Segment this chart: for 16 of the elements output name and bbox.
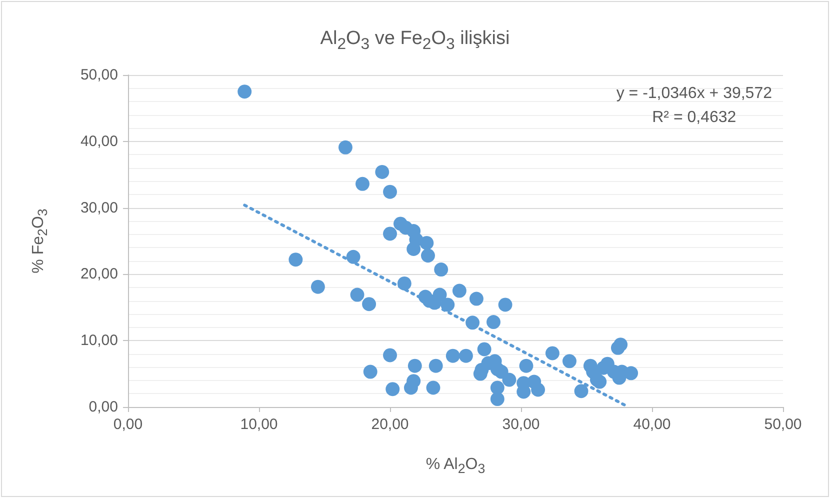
x-tick-label: 50,00: [764, 416, 802, 433]
x-tick-label: 10,00: [240, 416, 278, 433]
y-tick-label: 50,00: [80, 66, 118, 84]
annotation: R² = 0,4632: [652, 109, 736, 126]
y-tick-label: 30,00: [80, 199, 118, 216]
x-tick-label: 0,00: [113, 416, 143, 433]
chart-title: Al$_{2}$O$_{3}$ ve Fe$_{2}$O$_{3}$ ilişkisi: [320, 28, 510, 53]
y-tick-label: 10,00: [80, 332, 118, 350]
x-tick-label: 40,00: [633, 416, 671, 433]
x-tick-label: 30,00: [502, 416, 540, 433]
x-axis-title: % Al$_{2}$O$_{3}$: [424, 456, 486, 476]
annotation: y = -1,0346x + 39,572: [616, 85, 772, 102]
y-tick-label: 0,00: [88, 398, 118, 416]
y-tick-label: 20,00: [80, 266, 118, 283]
x-tick-label: 20,00: [371, 416, 409, 433]
y-tick-label: 40,00: [80, 132, 118, 150]
